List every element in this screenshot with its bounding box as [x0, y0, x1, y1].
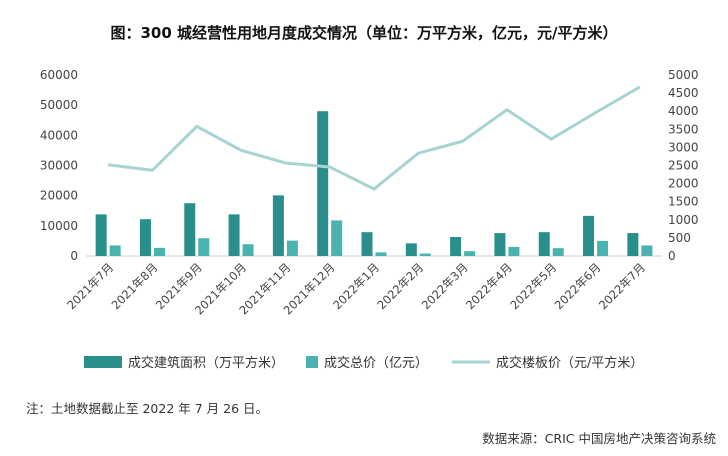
- x-tick-label: 2022年3月: [419, 260, 471, 312]
- x-tick-label: 2022年4月: [463, 260, 515, 312]
- x-tick-label: 2022年7月: [596, 260, 648, 312]
- x-tick-label: 2021年7月: [64, 260, 116, 312]
- bar-area: [538, 232, 550, 256]
- y-right-tick-label: 4000: [668, 104, 699, 118]
- x-tick-label: 2021年8月: [109, 260, 161, 312]
- bar-total-price: [198, 238, 210, 256]
- y-left-tick-label: 50000: [40, 98, 78, 112]
- data-source: 数据来源：CRIC 中国房地产决策咨询系统: [482, 431, 716, 446]
- bar-total-price: [286, 240, 298, 256]
- x-tick-label: 2022年5月: [507, 260, 559, 312]
- bar-area: [583, 215, 595, 256]
- bar-area: [494, 233, 506, 256]
- bar-area: [184, 203, 196, 256]
- y-right-tick-label: 500: [668, 231, 691, 245]
- x-axis-labels: 2021年7月2021年8月2021年9月2021年10月2021年11月202…: [64, 260, 648, 317]
- chart-bars: [95, 111, 653, 256]
- bar-total-price: [464, 251, 476, 256]
- bar-total-price: [242, 244, 254, 256]
- bar-total-price: [597, 240, 609, 256]
- legend-label-total-price: 成交总价（亿元）: [324, 355, 428, 371]
- bar-total-price: [109, 245, 121, 256]
- legend-swatch-total-price: [306, 356, 318, 368]
- x-tick-label: 2022年1月: [330, 260, 382, 312]
- bar-area: [228, 214, 240, 256]
- y-right-tick-label: 2000: [668, 177, 699, 191]
- bar-area: [272, 195, 284, 256]
- y-left-tick-label: 60000: [40, 68, 78, 82]
- bar-area: [405, 243, 417, 256]
- x-tick-label: 2022年6月: [552, 260, 604, 312]
- y-left-tick-label: 0: [70, 249, 78, 263]
- y-right-tick-label: 2500: [668, 159, 699, 173]
- y-right-tick-label: 4500: [668, 86, 699, 100]
- y-right-tick-label: 0: [668, 249, 676, 263]
- bar-area: [361, 232, 373, 256]
- bar-area: [139, 219, 151, 256]
- bar-total-price: [375, 252, 387, 256]
- bar-total-price: [508, 246, 520, 256]
- bar-total-price: [419, 253, 431, 256]
- bar-total-price: [641, 245, 653, 256]
- y-left-tick-label: 10000: [40, 219, 78, 233]
- data-note: 注：土地数据截止至 2022 年 7 月 26 日。: [26, 401, 269, 416]
- bar-area: [95, 214, 107, 256]
- chart-legend: 成交建筑面积（万平方米） 成交总价（亿元） 成交楼板价（元/平方米）: [84, 355, 643, 371]
- bar-total-price: [552, 248, 564, 256]
- chart-line: [107, 85, 641, 191]
- bar-total-price: [331, 220, 343, 256]
- x-tick-label: 2022年2月: [374, 260, 426, 312]
- chart-title: 图：300 城经营性用地月度成交情况（单位：万平方米，亿元，元/平方米）: [110, 24, 618, 42]
- legend-swatch-area: [84, 356, 122, 368]
- line-floor-price: [107, 85, 641, 191]
- bar-area: [627, 233, 639, 256]
- legend-label-area: 成交建筑面积（万平方米）: [128, 355, 284, 371]
- y-left-tick-label: 40000: [40, 128, 78, 142]
- bar-area: [450, 236, 462, 256]
- y-left-tick-label: 30000: [40, 159, 78, 173]
- bar-area: [317, 111, 329, 256]
- chart-axes: 0 10000 20000 30000 40000 50000 60000 0 500 1000 1…: [40, 68, 699, 263]
- y-right-tick-label: 1000: [668, 213, 699, 227]
- y-right-tick-label: 3000: [668, 140, 699, 154]
- y-right-tick-label: 3500: [668, 122, 699, 136]
- y-right-tick-label: 5000: [668, 68, 699, 82]
- y-left-tick-label: 20000: [40, 189, 78, 203]
- y-right-tick-label: 1500: [668, 195, 699, 209]
- legend-label-floor-price: 成交楼板价（元/平方米）: [496, 355, 643, 371]
- bar-total-price: [153, 247, 165, 256]
